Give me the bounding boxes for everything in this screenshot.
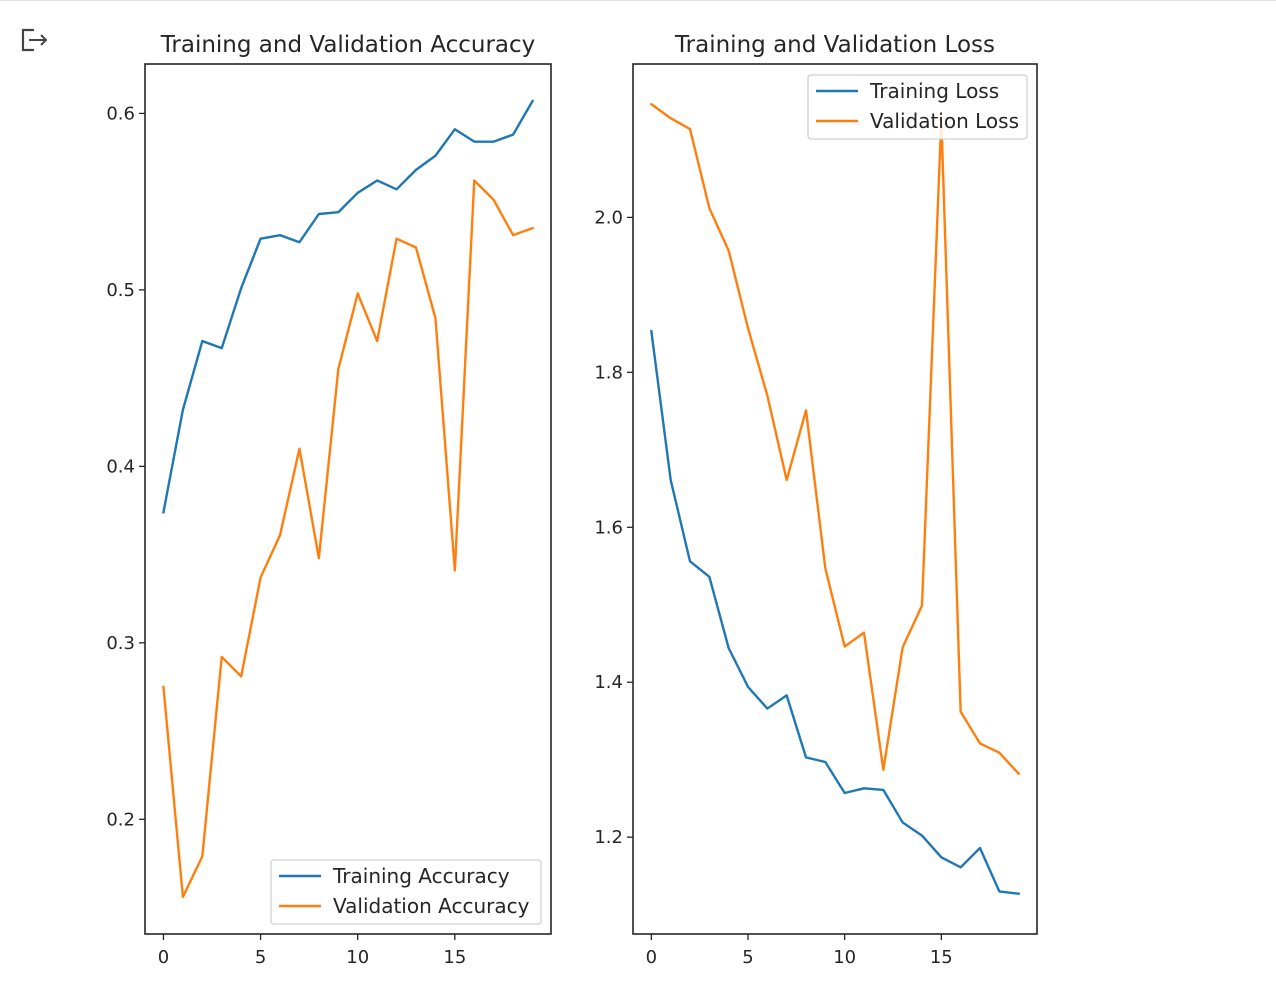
chart-2-legend-box [807,74,1028,140]
chart-1-y-tick-label: 0.4 [106,456,135,477]
chart-2-x-tick-label: 5 [742,947,753,968]
chart-1-y-tick-label: 0.2 [106,809,135,830]
output-redirect-icon[interactable] [18,26,52,56]
chart-1-x-tick-label: 5 [255,947,266,968]
chart-2-series-validation-loss [649,102,1021,776]
chart-1-legend-box [270,859,542,925]
chart-2-x-tick-label: 10 [833,947,856,968]
chart-2-series-training-loss [650,329,1020,896]
chart-1-x-tick-label: 10 [346,947,369,968]
chart-2-axes-frame [632,63,1038,935]
chart-1-title: Training and Validation Accuracy [160,32,536,58]
chart-1-legend-label: Training Accuracy [332,864,510,888]
chart-1-legend-label: Validation Accuracy [333,894,530,918]
output-top-divider [0,0,1276,1]
chart-1-y-tick-label: 0.6 [106,103,135,124]
chart-2-y-tick-label: 1.2 [594,827,623,848]
chart-2-y-tick-label: 1.8 [594,362,623,383]
chart-1-x-tick-label: 0 [158,947,169,968]
chart-1-axes-frame [144,63,552,935]
chart-2-title: Training and Validation Loss [674,32,995,58]
chart-2-legend-label: Validation Loss [870,109,1019,133]
chart-2-legend-label: Training Loss [869,79,999,103]
chart-2-y-tick-label: 2.0 [594,207,623,228]
chart-1-y-tick-label: 0.3 [106,633,135,654]
chart-2-y-tick-label: 1.4 [594,672,623,693]
chart-2-x-tick-label: 0 [646,947,657,968]
chart-1-panel: Training and Validation Accuracy 0 5 10 15 0.… [106,32,552,968]
chart-1-x-tick-label: 15 [443,947,466,968]
chart-1-y-tick-label: 0.5 [106,280,135,301]
chart-1-series-validation-accuracy [162,179,535,899]
chart-2-x-tick-label: 15 [930,947,953,968]
chart-1-legend: Training Accuracy Validation Accuracy [270,859,542,925]
chart-2-panel: Training and Validation Loss 0 5 10 15 1.2 1.4… [594,32,1038,968]
chart-2-legend: Training Loss Validation Loss [807,74,1028,140]
chart-1-series-training-accuracy [162,99,535,514]
chart-2-y-tick-label: 1.6 [594,517,623,538]
